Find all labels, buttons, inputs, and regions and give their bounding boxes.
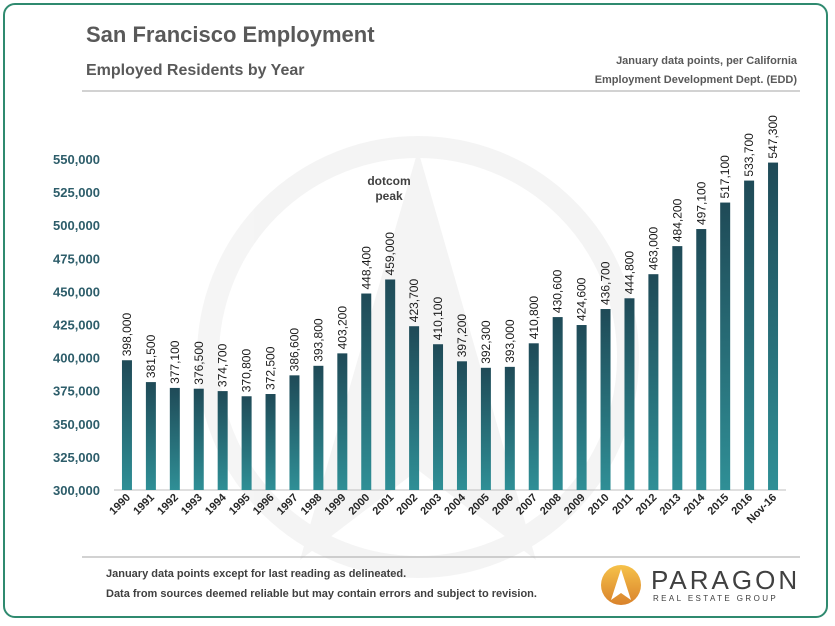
bar-value-label: 517,100 xyxy=(718,155,732,199)
logo-tagline: REAL ESTATE GROUP xyxy=(653,594,779,603)
y-tick-label: 450,000 xyxy=(53,284,100,299)
bar-value-label: 393,800 xyxy=(311,318,325,362)
y-tick-label: 400,000 xyxy=(53,351,100,366)
bar xyxy=(217,391,228,490)
bar xyxy=(480,367,491,490)
paragon-logo-icon xyxy=(601,565,641,605)
source-note-line1: January data points, per California xyxy=(616,55,797,67)
annotation-line2: peak xyxy=(375,189,403,203)
y-tick-label: 350,000 xyxy=(53,417,100,432)
x-tick-label: 2012 xyxy=(634,492,660,518)
bar xyxy=(433,344,444,490)
bar-value-label: 533,700 xyxy=(742,133,756,177)
x-tick-label: 2007 xyxy=(514,492,540,518)
bar xyxy=(672,246,683,490)
x-tick-label: 2013 xyxy=(658,492,684,518)
x-tick-label: 1993 xyxy=(179,492,205,518)
bar-value-label: 370,800 xyxy=(240,349,254,393)
bar xyxy=(145,382,156,490)
bar-value-label: 484,200 xyxy=(670,198,684,242)
bar xyxy=(169,387,180,490)
bar-value-label: 547,300 xyxy=(766,115,780,159)
bar-value-label: 410,100 xyxy=(431,297,445,341)
bar xyxy=(744,180,755,490)
bar-value-label: 430,600 xyxy=(551,269,565,313)
bar xyxy=(696,229,707,490)
x-tick-label: 2015 xyxy=(706,492,732,518)
y-tick-label: 375,000 xyxy=(53,384,100,399)
bar-value-label: 459,000 xyxy=(383,232,397,276)
bar-value-label: 376,500 xyxy=(192,341,206,385)
bar xyxy=(600,309,611,490)
bar-value-label: 444,800 xyxy=(622,251,636,295)
bar xyxy=(313,365,324,490)
chart-frame xyxy=(3,3,828,618)
bar-value-label: 398,000 xyxy=(120,313,134,357)
x-tick-label: 2002 xyxy=(394,492,420,518)
y-tick-label: 325,000 xyxy=(53,450,100,465)
bar xyxy=(456,361,467,490)
x-tick-label: 1994 xyxy=(203,491,229,517)
x-tick-label: 2014 xyxy=(682,491,708,517)
annotation-line1: dotcom xyxy=(367,174,410,188)
bar xyxy=(648,274,659,490)
bar xyxy=(265,394,276,490)
y-tick-label: 475,000 xyxy=(53,251,100,266)
bar-value-label: 403,200 xyxy=(335,306,349,350)
bar-value-label: 410,800 xyxy=(527,296,541,340)
bar-value-label: 377,100 xyxy=(168,340,182,384)
bar xyxy=(121,360,132,490)
x-tick-label: 1990 xyxy=(107,492,133,518)
bar xyxy=(720,202,731,490)
y-tick-label: 500,000 xyxy=(53,218,100,233)
y-tick-label: 525,000 xyxy=(53,185,100,200)
source-note-line2: Employment Development Dept. (EDD) xyxy=(594,74,797,86)
bar xyxy=(552,317,563,490)
bar-value-label: 397,200 xyxy=(455,314,469,358)
y-tick-label: 425,000 xyxy=(53,318,100,333)
bar-value-label: 497,100 xyxy=(694,181,708,225)
bar xyxy=(361,293,372,490)
footer-line2: Data from sources deemed reliable but ma… xyxy=(106,588,537,600)
x-tick-label: 2011 xyxy=(610,492,635,517)
bar-value-label: 381,500 xyxy=(144,334,158,378)
bar xyxy=(385,279,396,490)
bar xyxy=(576,325,587,490)
y-tick-label: 550,000 xyxy=(53,152,100,167)
bar-value-label: 392,300 xyxy=(479,320,493,364)
bar-value-label: 424,600 xyxy=(575,277,589,321)
bar-value-label: 436,700 xyxy=(599,261,613,305)
x-tick-label: 1992 xyxy=(155,492,181,518)
y-tick-label: 300,000 xyxy=(53,483,100,498)
bar xyxy=(409,326,420,490)
footer-line1: January data points except for last read… xyxy=(106,568,407,580)
bar-value-label: 386,600 xyxy=(287,328,301,372)
x-tick-label: 2003 xyxy=(418,492,444,518)
chart-title: San Francisco Employment xyxy=(86,22,375,47)
bar xyxy=(768,162,779,490)
x-tick-label: 1991 xyxy=(131,492,157,518)
bar xyxy=(504,366,515,490)
bar xyxy=(337,353,348,490)
logo-name: PARAGON xyxy=(651,565,801,595)
bar xyxy=(528,343,539,490)
bar xyxy=(624,298,635,490)
bar-value-label: 448,400 xyxy=(359,246,373,290)
bar xyxy=(241,396,252,490)
chart-subtitle: Employed Residents by Year xyxy=(86,62,305,79)
bar-value-label: 463,000 xyxy=(646,226,660,270)
bar-value-label: 423,700 xyxy=(407,279,421,323)
bar-value-label: 374,700 xyxy=(216,343,230,387)
bar xyxy=(193,388,204,490)
bar xyxy=(289,375,300,490)
bar-value-label: 372,500 xyxy=(264,346,278,390)
source-note: January data points, per California Empl… xyxy=(595,52,797,90)
bar-value-label: 393,000 xyxy=(503,319,517,363)
